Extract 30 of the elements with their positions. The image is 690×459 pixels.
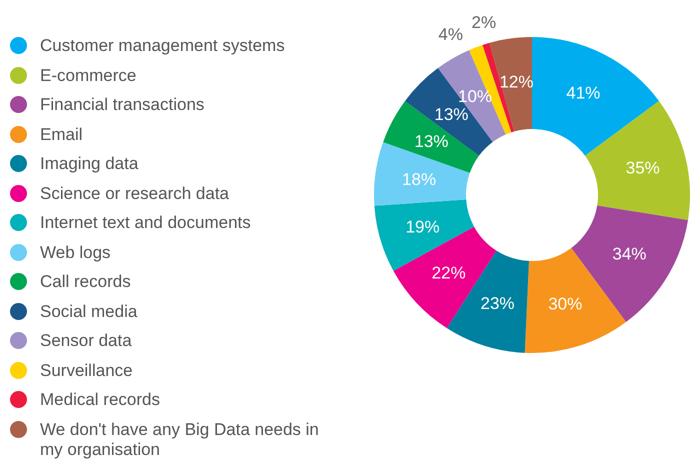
legend-label: Web logs [40,242,111,262]
data-label: 41% [566,84,600,103]
donut-slice [383,100,479,173]
legend-label: Financial transactions [40,95,204,115]
data-label: 18% [402,170,436,189]
data-label: 23% [480,294,515,314]
data-label: 30% [548,294,582,314]
donut-slice [405,68,493,156]
legend-label: Customer management systems [40,36,285,56]
legend-label: E-commerce [40,66,136,86]
data-label: 2% [472,12,496,32]
legend-label: Sensor data [40,331,132,351]
data-label: 34% [612,244,646,264]
data-label: 22% [432,263,466,282]
legend-label: Science or research data [40,184,229,204]
legend-label: Email [40,124,83,144]
donut-slice [532,37,659,156]
data-label: 13% [434,104,468,124]
data-label: 19% [406,218,440,237]
legend-label: Imaging data [40,154,138,174]
donut-slice [585,100,690,220]
legend-label: Call records [40,272,131,292]
legend-label: Surveillance [40,360,133,380]
data-label: 35% [626,158,660,178]
data-label: 4% [438,24,464,44]
legend-label: Internet text and documents [40,213,251,233]
legend-label: We don't have any Big Data needs in my organisation [40,420,320,459]
legend-label: Social media [40,302,138,322]
data-label: 13% [414,132,448,151]
legend-label: Medical records [40,390,160,410]
